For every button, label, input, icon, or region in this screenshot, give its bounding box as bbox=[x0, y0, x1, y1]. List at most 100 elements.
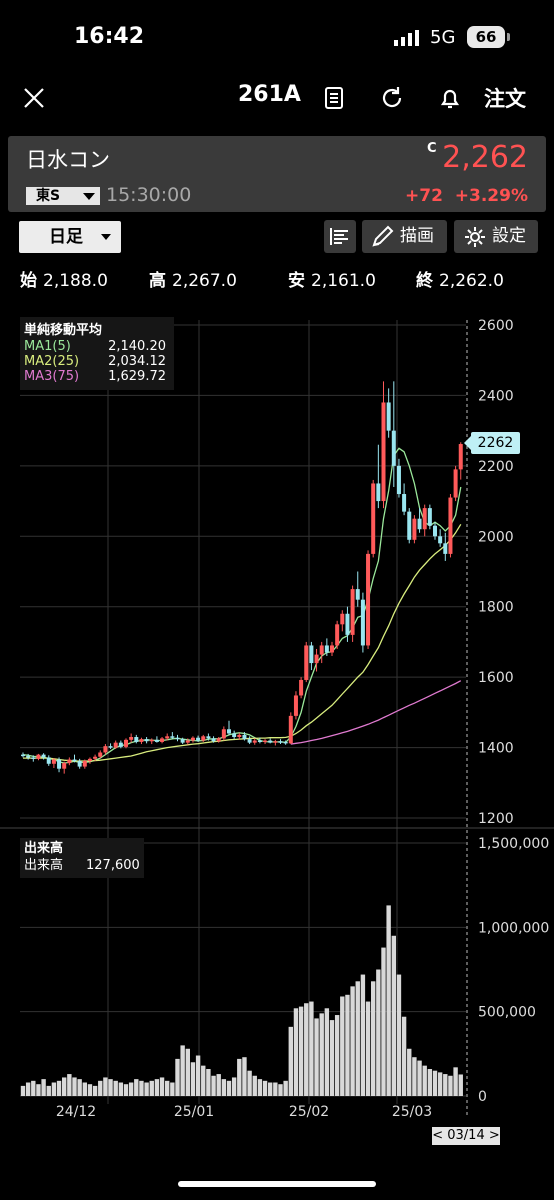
volume-tick-label: 1,500,000 bbox=[478, 836, 549, 852]
news-document-icon[interactable] bbox=[320, 84, 348, 112]
candle bbox=[82, 760, 87, 767]
signal-icon bbox=[394, 30, 419, 46]
candle bbox=[170, 736, 175, 738]
candle bbox=[340, 613, 345, 625]
market-select[interactable]: 東S bbox=[26, 187, 100, 205]
volume-bar bbox=[386, 905, 391, 1096]
volume-bar bbox=[154, 1079, 160, 1096]
candle bbox=[335, 624, 340, 646]
x-tick-label: 24/12 bbox=[56, 1104, 96, 1120]
candle bbox=[237, 734, 242, 738]
volume-bar bbox=[185, 1048, 190, 1096]
volume-bar bbox=[288, 1026, 293, 1096]
candle bbox=[443, 543, 448, 554]
volume-bar bbox=[396, 974, 402, 1096]
volume-bar bbox=[412, 1057, 417, 1096]
volume-bar bbox=[247, 1070, 252, 1096]
candle bbox=[376, 483, 381, 502]
volume-bar bbox=[262, 1080, 268, 1096]
volume-bar bbox=[221, 1079, 227, 1096]
candle bbox=[366, 553, 371, 646]
candle bbox=[216, 738, 221, 742]
candle bbox=[51, 759, 56, 764]
candle bbox=[386, 402, 391, 431]
volume-bar bbox=[98, 1080, 103, 1096]
last-price: 2,262 bbox=[442, 140, 528, 175]
y-tick-label: 1400 bbox=[478, 741, 514, 757]
candle bbox=[391, 430, 396, 466]
candle bbox=[422, 508, 427, 530]
volume-bar bbox=[242, 1057, 247, 1096]
volume-bar bbox=[427, 1069, 433, 1096]
draw-label: 描画 bbox=[400, 226, 434, 246]
volume-bar bbox=[345, 994, 350, 1096]
draw-button[interactable]: 描画 bbox=[362, 220, 447, 253]
ma-legend-title: 単純移動平均 bbox=[24, 323, 103, 338]
close-flag: C bbox=[427, 141, 437, 156]
volume-bar bbox=[355, 981, 360, 1096]
volume-bar bbox=[437, 1072, 443, 1096]
ma-legend: 単純移動平均 MA1(5) 2,140.20 MA2(25) 2,034.12 MA… bbox=[20, 317, 174, 390]
volume-bar bbox=[72, 1077, 77, 1096]
order-button[interactable]: 注文 bbox=[484, 87, 526, 111]
stock-chart[interactable]: 2600 2400 2200 2000 1800 1600 1400 1200 1,500,00… bbox=[0, 310, 554, 1130]
volume-bar bbox=[113, 1080, 118, 1096]
volume-bar bbox=[92, 1085, 98, 1096]
volume-bar bbox=[350, 986, 355, 1096]
candle bbox=[453, 469, 458, 498]
candle bbox=[330, 645, 334, 653]
volume-bar bbox=[371, 981, 376, 1096]
volume-bar bbox=[77, 1079, 82, 1096]
ma3-row: MA3(75) 1,629.72 bbox=[24, 369, 166, 384]
volume-bar bbox=[401, 1016, 407, 1096]
current-price-tag: 2262 bbox=[464, 432, 520, 454]
volume-bar bbox=[170, 1082, 175, 1096]
volume-bar bbox=[195, 1055, 201, 1096]
indicator-button[interactable] bbox=[324, 220, 356, 253]
y-tick-label: 2200 bbox=[478, 459, 514, 475]
volume-bar bbox=[201, 1065, 206, 1096]
candle bbox=[87, 758, 92, 761]
volume-bar bbox=[360, 974, 366, 1096]
candle bbox=[396, 465, 401, 495]
nav-bar: 261A 注文 bbox=[0, 70, 554, 126]
candle bbox=[93, 756, 98, 759]
volume-bar bbox=[237, 1058, 242, 1096]
x-tick-label: 25/03 bbox=[392, 1104, 432, 1120]
candle bbox=[263, 740, 268, 743]
candle bbox=[31, 757, 36, 759]
candle bbox=[355, 589, 360, 600]
volume-bar bbox=[443, 1074, 448, 1096]
candle bbox=[314, 654, 319, 664]
close-icon[interactable] bbox=[22, 86, 46, 110]
volume-bar bbox=[87, 1084, 93, 1096]
candle bbox=[98, 752, 103, 757]
volume-bar bbox=[118, 1082, 124, 1096]
candle bbox=[139, 739, 144, 742]
dropdown-arrow-icon bbox=[101, 234, 111, 240]
candle bbox=[448, 497, 453, 554]
y-tick-label: 1800 bbox=[478, 600, 514, 616]
quote-panel: 日水コン 東S 15:30:00 C 2,262 +72 +3.29% bbox=[8, 136, 546, 212]
volume-bar bbox=[340, 996, 345, 1096]
date-cursor[interactable]: < 03/14 > bbox=[432, 1127, 500, 1145]
volume-row: 出来高 127,600 bbox=[24, 858, 140, 873]
volume-bar bbox=[231, 1077, 237, 1096]
candle bbox=[350, 589, 355, 635]
candle bbox=[268, 740, 273, 743]
refresh-icon[interactable] bbox=[378, 84, 406, 112]
high-value: 高 2,267.0 bbox=[149, 271, 237, 291]
candle bbox=[36, 754, 41, 759]
volume-bar bbox=[257, 1079, 263, 1096]
settings-button[interactable]: 設定 bbox=[454, 220, 538, 253]
period-select[interactable]: 日足 bbox=[19, 221, 121, 253]
candle bbox=[433, 525, 437, 537]
volume-bar bbox=[319, 1013, 324, 1096]
volume-bar bbox=[25, 1082, 31, 1096]
dropdown-arrow-icon bbox=[83, 193, 95, 200]
candle bbox=[221, 729, 226, 739]
candle bbox=[103, 746, 108, 753]
bell-icon[interactable] bbox=[436, 84, 464, 112]
candle bbox=[458, 444, 463, 470]
candle bbox=[319, 645, 324, 655]
